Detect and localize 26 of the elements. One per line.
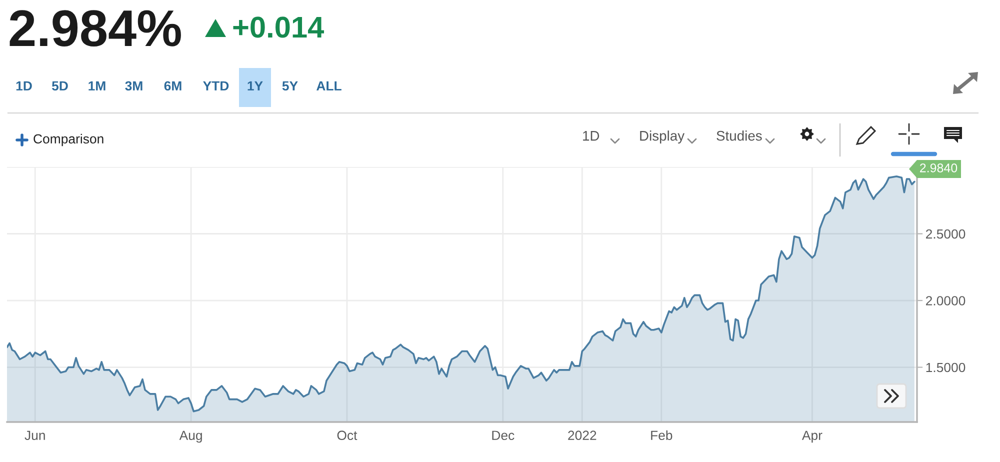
x-tick-label: Oct [337,430,358,440]
text: YTD [203,81,229,90]
y-tick-label: 1.5000 [926,362,966,372]
text: 5D [52,81,68,91]
text: 1M [88,81,106,90]
text: Studies [716,130,762,141]
text: 1D [16,81,32,90]
chart-subtitle: +0.014 [233,16,324,38]
text: ALL [316,81,342,90]
x-tick-label: 2022 [568,430,596,440]
x-tick-label: Apr [802,430,822,443]
x-tick-label: Aug [179,430,202,443]
text: 1D [583,131,600,141]
text: 5Y [282,81,298,91]
text: 1Y [248,81,263,90]
chart-title: 2.984% [10,10,181,47]
x-tick-label: Dec [492,430,514,440]
text: Comparison [34,134,104,146]
text: 6M [164,81,182,91]
text: Display [640,130,685,144]
text: 2.9840 [920,164,958,172]
y-tick-label: 2.5000 [926,229,966,239]
x-tick-label: Feb [651,430,672,440]
y-tick-label: 2.0000 [926,296,966,306]
text: 3M [125,81,142,91]
x-tick-label: Jun [24,430,45,440]
